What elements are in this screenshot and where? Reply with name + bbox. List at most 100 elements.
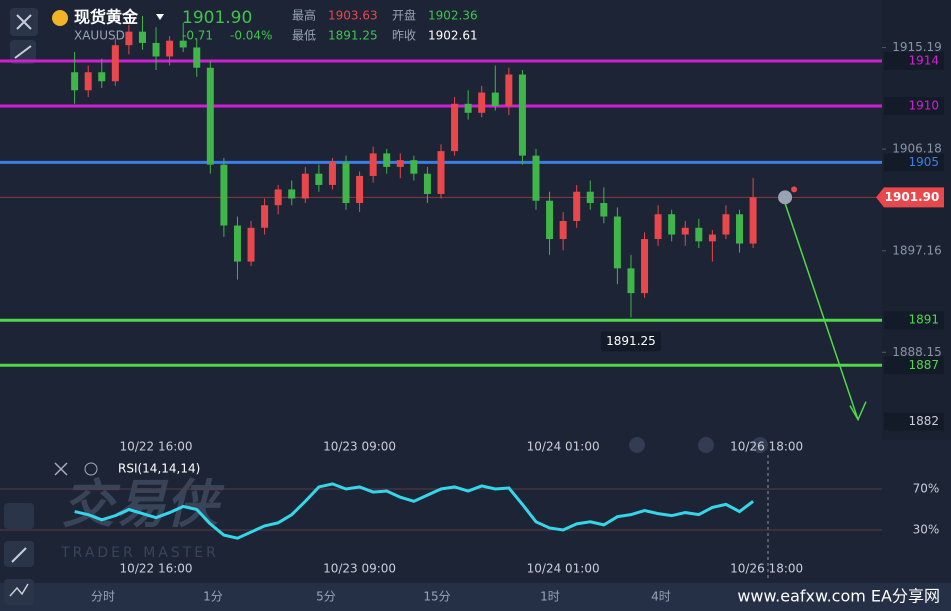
candle-body — [84, 72, 92, 91]
timeframe-button[interactable]: 1分 — [203, 590, 223, 604]
candle-body — [111, 45, 119, 82]
rsi-line — [74, 482, 754, 540]
candle-body — [261, 205, 269, 228]
candle-body — [559, 221, 567, 240]
timeframe-button[interactable]: 5分 — [316, 590, 336, 604]
candle-body — [138, 31, 146, 43]
watermark-subtitle: TRADER MASTER — [60, 545, 219, 561]
candle-body — [546, 200, 554, 240]
low-label: 1891.25 — [606, 334, 656, 348]
candle-body — [247, 227, 255, 262]
candle-body — [478, 92, 486, 113]
candle-body — [206, 67, 214, 165]
timeline-dot[interactable] — [698, 437, 714, 453]
candle-body — [233, 225, 241, 262]
rsi-settings[interactable] — [84, 462, 98, 476]
candle-body — [722, 214, 730, 235]
prev-label: 昨收 — [392, 29, 416, 43]
level-label: 1887 — [908, 358, 939, 372]
x-tick-label: 10/22 16:00 — [120, 440, 193, 454]
rsi-x-label: 10/24 01:00 — [527, 562, 600, 576]
low-label: 最低 — [292, 29, 316, 43]
last-price-label: 1901.90 — [885, 190, 940, 204]
gold-icon — [52, 10, 68, 26]
side-button[interactable] — [4, 503, 34, 529]
candle-body — [369, 153, 377, 176]
y-tick-label: 1897.16 — [892, 243, 942, 257]
toolbar — [0, 583, 951, 611]
y-tick-label: 1915.19 — [892, 40, 942, 54]
candle-body — [708, 234, 716, 242]
timeframe-button[interactable]: 15分 — [423, 590, 450, 604]
rsi-tick-label: 30% — [913, 523, 940, 537]
candle-body — [193, 47, 201, 68]
rsi-title: RSI(14,14,14) — [118, 462, 200, 476]
footer: www.eafxw.com EA分享网 — [737, 587, 940, 606]
candle-body — [220, 164, 228, 226]
candle-body — [383, 153, 391, 167]
candle-body — [505, 74, 513, 107]
price: 1901.90 — [182, 8, 252, 28]
candle-body — [586, 191, 594, 203]
low-box — [600, 331, 661, 352]
candle-body — [437, 151, 445, 194]
candle-body — [627, 268, 635, 294]
level-box — [884, 97, 944, 116]
candle-body — [166, 40, 174, 57]
candle-body — [749, 197, 757, 244]
plot: 1915.19 1906.18 1897.16 1888.15 10/22 16:00 1… — [0, 15, 944, 576]
candle-body — [641, 239, 649, 294]
rsi-close[interactable] — [54, 462, 68, 476]
candle-body — [681, 227, 689, 235]
side-button[interactable] — [4, 579, 34, 605]
forecast-arrow — [784, 203, 867, 422]
high-label: 最高 — [292, 8, 316, 23]
header: 现货黄金 XAUUSD 1901.90 -0.71 -0.04% 最高 1903… — [52, 8, 478, 43]
candle-body — [736, 214, 744, 244]
low: 1891.25 — [328, 29, 378, 43]
tool-icon — [14, 45, 32, 59]
candle-body — [71, 72, 79, 91]
level-label: 1914 — [908, 53, 939, 67]
rsi-x-label: 10/22 16:00 — [120, 562, 193, 576]
candle-body — [301, 173, 309, 199]
change-pct: -0.04% — [230, 29, 272, 43]
candle-body — [356, 175, 364, 203]
symbol: XAUUSD — [74, 29, 125, 43]
candle-body — [152, 42, 160, 57]
candle-body — [668, 214, 676, 235]
dropdown[interactable] — [156, 14, 164, 20]
timeframe-button[interactable]: 分时 — [91, 590, 115, 604]
instrument-name: 现货黄金 — [74, 8, 139, 27]
timeline-dot[interactable] — [752, 437, 768, 453]
rsi-x-label: 10/26 18:00 — [730, 562, 803, 576]
last-price-box — [876, 187, 944, 208]
candle-body — [613, 216, 621, 269]
level-box — [884, 153, 944, 172]
candle-body — [179, 40, 187, 48]
candle-body — [98, 72, 106, 82]
timeframe-button[interactable]: 1时 — [540, 590, 560, 604]
level-box — [884, 51, 944, 70]
candle-body — [342, 162, 350, 203]
alert-dot — [791, 186, 798, 193]
y-tick-label: 1906.18 — [892, 142, 942, 156]
candle-body — [125, 31, 133, 46]
level-box — [884, 311, 944, 330]
pen-icon — [11, 547, 27, 563]
timeframe-button[interactable]: 4时 — [651, 590, 671, 604]
x-tick-label: 10/26 18:00 — [730, 440, 803, 454]
timeline-dot[interactable] — [629, 437, 645, 453]
candle-body — [600, 202, 608, 217]
open: 1902.36 — [428, 9, 478, 23]
target-box — [884, 412, 944, 431]
y-tick-label: 1888.15 — [892, 345, 942, 359]
rsi-tick-label: 70% — [913, 482, 940, 496]
close-icon — [16, 14, 32, 30]
candle-body — [288, 189, 296, 199]
candle-body — [695, 227, 703, 242]
level-label: 1910 — [908, 99, 939, 113]
candle-body — [491, 92, 499, 107]
